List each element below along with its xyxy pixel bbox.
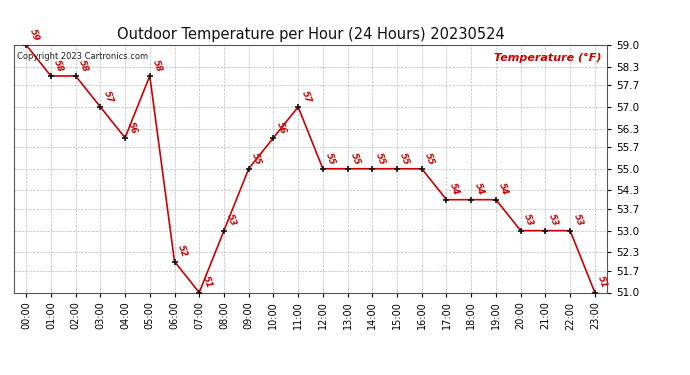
Text: 58: 58: [77, 58, 90, 73]
Text: Copyright 2023 Cartronics.com: Copyright 2023 Cartronics.com: [17, 53, 148, 62]
Text: 55: 55: [324, 151, 337, 166]
Text: 53: 53: [546, 213, 560, 228]
Text: 55: 55: [250, 151, 263, 166]
Text: 53: 53: [226, 213, 238, 228]
Text: 53: 53: [522, 213, 535, 228]
Text: 56: 56: [126, 120, 139, 135]
Text: 55: 55: [349, 151, 362, 166]
Text: 52: 52: [176, 244, 188, 259]
Text: 58: 58: [151, 58, 164, 73]
Text: 54: 54: [448, 182, 461, 197]
Text: 59: 59: [28, 27, 40, 42]
Text: Temperature (°F): Temperature (°F): [494, 53, 601, 63]
Title: Outdoor Temperature per Hour (24 Hours) 20230524: Outdoor Temperature per Hour (24 Hours) …: [117, 27, 504, 42]
Text: 54: 54: [473, 182, 485, 197]
Text: 55: 55: [398, 151, 411, 166]
Text: 58: 58: [52, 58, 65, 73]
Text: 57: 57: [101, 89, 115, 104]
Text: 57: 57: [299, 89, 313, 104]
Text: 55: 55: [423, 151, 436, 166]
Text: 54: 54: [497, 182, 510, 197]
Text: 56: 56: [275, 120, 288, 135]
Text: 55: 55: [374, 151, 386, 166]
Text: 51: 51: [201, 275, 213, 290]
Text: 53: 53: [571, 213, 584, 228]
Text: 51: 51: [596, 275, 609, 290]
